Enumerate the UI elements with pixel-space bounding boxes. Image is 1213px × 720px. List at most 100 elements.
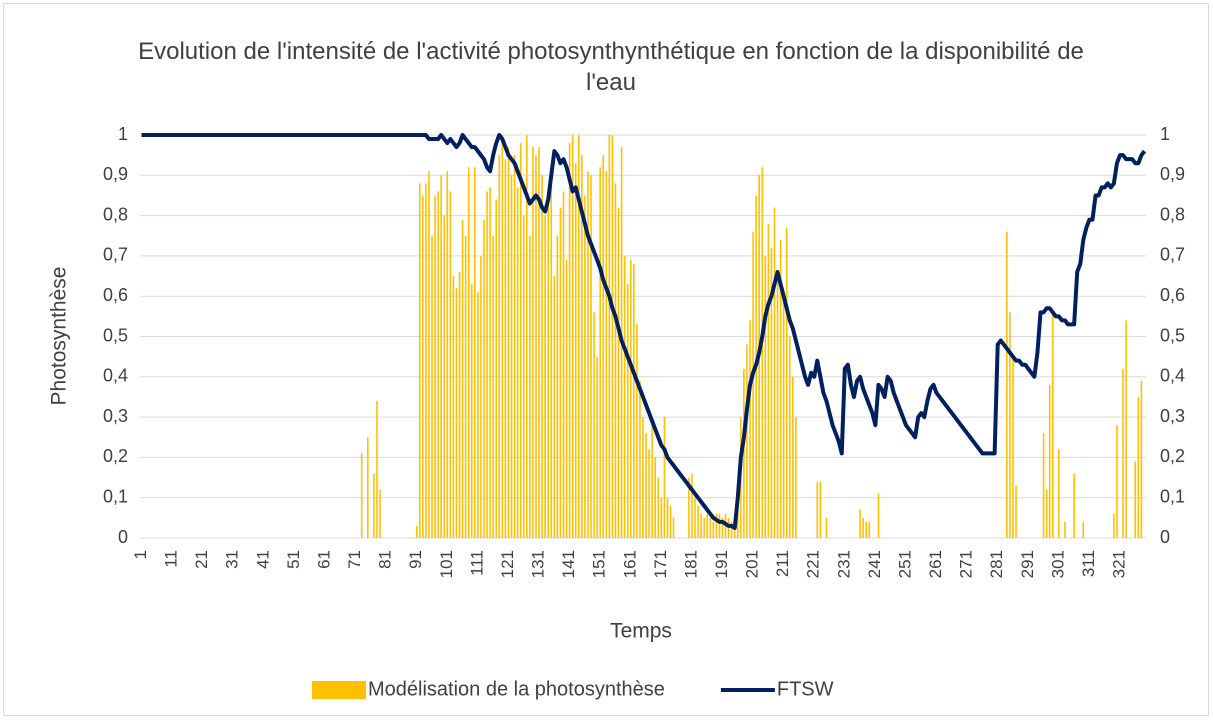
x-tick-label: 21 <box>192 550 211 569</box>
bar <box>461 219 464 538</box>
bar <box>428 171 430 538</box>
bar <box>795 417 797 538</box>
bar <box>761 167 764 539</box>
bar <box>513 155 516 538</box>
bar <box>559 207 562 539</box>
x-tick-label: 201 <box>743 550 762 578</box>
bar <box>697 505 699 538</box>
bar <box>596 356 598 538</box>
y-tick-label: 0 <box>118 527 128 547</box>
x-tick-label: 31 <box>223 550 242 569</box>
bar <box>785 227 788 538</box>
bar <box>1073 473 1075 538</box>
bar <box>633 263 635 538</box>
bar <box>422 195 424 538</box>
x-tick-label: 161 <box>620 550 639 578</box>
x-tick-label: 1 <box>131 550 150 559</box>
y-tick-label: 0,7 <box>103 245 128 265</box>
bar <box>706 513 709 538</box>
bar <box>449 191 452 539</box>
x-tick-label: 101 <box>437 550 456 578</box>
bar <box>746 344 748 538</box>
bar <box>1009 312 1011 538</box>
bar <box>504 159 507 538</box>
bar <box>367 437 369 538</box>
legend-label: FTSW <box>777 678 834 700</box>
bar <box>599 167 601 539</box>
y2-tick-label: 0,5 <box>1160 325 1185 345</box>
y2-tick-label: 1 <box>1160 124 1170 144</box>
chart-title: Evolution de l'intensité de l'activité p… <box>138 38 1084 96</box>
bar <box>507 147 510 538</box>
bar <box>877 493 880 538</box>
bar <box>816 481 819 538</box>
bar <box>1064 521 1066 538</box>
bar <box>694 497 696 538</box>
bar <box>574 163 577 538</box>
x-tick-label: 321 <box>1109 550 1128 578</box>
bar <box>709 517 712 538</box>
x-tick-label: 41 <box>253 550 272 569</box>
bar <box>1006 231 1008 538</box>
x-tick-label: 61 <box>314 550 333 569</box>
y-tick-label: 0,3 <box>103 406 128 426</box>
x-tick-label: 141 <box>559 550 578 578</box>
y2-tick-label: 0,1 <box>1160 486 1185 506</box>
bar <box>736 497 739 538</box>
bar <box>1015 485 1017 538</box>
bar <box>767 223 770 538</box>
bar <box>452 276 455 538</box>
x-tick-label: 151 <box>590 550 609 578</box>
bar <box>614 183 617 539</box>
bar <box>590 175 592 539</box>
bar <box>458 272 461 538</box>
x-tick-label: 301 <box>1048 550 1067 578</box>
bar <box>862 517 864 538</box>
x-tick-label: 311 <box>1079 550 1098 577</box>
bar <box>550 175 553 539</box>
bar <box>443 215 446 538</box>
bar <box>495 199 498 539</box>
x-tick-label: 91 <box>406 550 425 569</box>
bar <box>1048 384 1051 538</box>
y2-tick-label: 0,8 <box>1160 204 1185 224</box>
bar <box>1058 449 1060 538</box>
bar <box>727 517 730 538</box>
bar <box>480 255 482 538</box>
bar <box>547 195 550 538</box>
bar <box>782 296 785 538</box>
x-tick-label: 251 <box>895 550 914 578</box>
bar <box>440 175 442 539</box>
bar <box>648 449 650 538</box>
bar <box>483 219 485 538</box>
y-tick-label: 0,5 <box>103 325 128 345</box>
bar <box>703 517 705 538</box>
bar <box>859 509 861 538</box>
bar <box>489 187 491 538</box>
bar <box>538 147 540 538</box>
bar <box>1116 425 1118 538</box>
legend-swatch <box>312 681 366 699</box>
bar <box>666 497 669 538</box>
bar <box>1045 489 1048 538</box>
bar <box>501 135 504 538</box>
bar <box>718 513 721 538</box>
bar <box>611 135 614 538</box>
y2-tick-label: 0,6 <box>1160 285 1185 305</box>
bar <box>529 235 531 538</box>
bar <box>562 191 565 539</box>
bar <box>1012 356 1014 538</box>
bar <box>455 288 458 538</box>
y-tick-label: 0,4 <box>103 366 128 386</box>
bar <box>645 433 647 538</box>
y2-tick-label: 0 <box>1160 527 1170 547</box>
x-tick-label: 51 <box>284 550 303 569</box>
bar <box>623 255 626 538</box>
bar <box>532 147 534 538</box>
bar <box>464 235 467 538</box>
bar <box>1122 368 1124 538</box>
x-tick-label: 271 <box>957 550 976 578</box>
bar <box>492 235 494 538</box>
bar <box>792 376 794 538</box>
bar <box>608 135 611 538</box>
